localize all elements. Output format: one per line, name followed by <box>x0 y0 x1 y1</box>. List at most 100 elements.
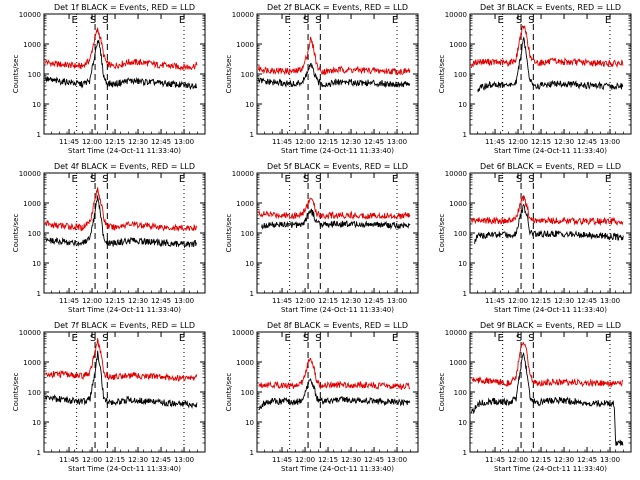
y-tick-label: 1 <box>463 290 467 298</box>
lld-series-line <box>45 338 198 382</box>
plot-frame <box>43 13 206 135</box>
y-tick-label: 1 <box>250 131 254 139</box>
x-tick-label: 12:00 <box>82 456 102 464</box>
time-marker-label: E <box>284 333 290 344</box>
time-marker-label: E <box>605 15 611 26</box>
chart-title: Det 3f BLACK = Events, RED = LLD <box>480 3 621 12</box>
y-tick-label: 1000 <box>23 200 41 208</box>
x-tick-label: 11:45 <box>485 456 505 464</box>
x-axis-label: Start Time (24-Oct-11 11:33:40) <box>494 147 607 155</box>
y-axis-label: Counts/sec <box>12 55 20 94</box>
events-series-line <box>45 350 198 410</box>
y-tick-label: 100 <box>454 389 467 397</box>
time-marker-label: E <box>71 333 77 344</box>
x-tick-label: 12:45 <box>364 138 384 146</box>
chart-title: Det 6f BLACK = Events, RED = LLD <box>480 162 621 171</box>
y-tick-label: 10 <box>458 260 467 268</box>
x-tick-label: 12:30 <box>554 138 574 146</box>
chart-panel: Det 4f BLACK = Events, RED = LLD 1 10 100 10… <box>12 162 206 314</box>
x-tick-label: 12:15 <box>105 456 125 464</box>
x-tick-label: 13:00 <box>387 297 407 305</box>
x-tick-label: 11:45 <box>272 138 292 146</box>
x-axis-label: Start Time (24-Oct-11 11:33:40) <box>281 306 394 314</box>
x-tick-label: 12:30 <box>341 138 361 146</box>
time-marker-label: S <box>516 333 522 344</box>
time-marker-label: S <box>528 15 534 26</box>
x-tick-label: 12:30 <box>554 456 574 464</box>
x-tick-label: 12:00 <box>508 138 528 146</box>
events-series-line <box>474 204 624 245</box>
y-tick-label: 10000 <box>232 329 254 337</box>
time-marker-label: E <box>179 174 185 185</box>
x-tick-label: 11:45 <box>59 297 79 305</box>
y-tick-label: 10000 <box>232 11 254 19</box>
time-marker-label: S <box>516 174 522 185</box>
x-tick-label: 12:00 <box>508 297 528 305</box>
time-marker-label: S <box>102 174 108 185</box>
y-tick-label: 100 <box>454 71 467 79</box>
events-series-line <box>261 208 411 230</box>
y-tick-label: 10 <box>32 101 41 109</box>
chart-panel: Det 9f BLACK = Events, RED = LLD 1 10 100 10… <box>438 321 632 473</box>
time-marker-label: E <box>179 333 185 344</box>
x-tick-label: 12:15 <box>105 138 125 146</box>
y-tick-label: 10 <box>32 260 41 268</box>
y-tick-label: 100 <box>28 230 41 238</box>
chart-title: Det 5f BLACK = Events, RED = LLD <box>267 162 408 171</box>
y-tick-label: 1000 <box>449 41 467 49</box>
x-axis-label: Start Time (24-Oct-11 11:33:40) <box>494 306 607 314</box>
y-tick-label: 10000 <box>232 170 254 178</box>
time-marker-label: S <box>102 333 108 344</box>
y-tick-label: 1 <box>250 290 254 298</box>
chart-title: Det 7f BLACK = Events, RED = LLD <box>54 321 195 330</box>
x-tick-label: 12:45 <box>364 456 384 464</box>
y-tick-label: 1 <box>37 449 41 457</box>
time-marker-label: S <box>303 174 309 185</box>
time-marker-label: E <box>497 174 503 185</box>
chart-title: Det 2f BLACK = Events, RED = LLD <box>267 3 408 12</box>
x-tick-label: 11:45 <box>272 456 292 464</box>
time-marker-label: E <box>605 333 611 344</box>
events-series-line <box>45 40 198 91</box>
y-axis-label: Counts/sec <box>438 373 446 412</box>
chart-title: Det 8f BLACK = Events, RED = LLD <box>267 321 408 330</box>
x-axis-label: Start Time (24-Oct-11 11:33:40) <box>281 465 394 473</box>
x-tick-label: 11:45 <box>485 297 505 305</box>
lld-series-line <box>258 36 411 76</box>
y-tick-label: 100 <box>241 230 254 238</box>
x-tick-label: 13:00 <box>600 456 620 464</box>
time-marker-label: E <box>497 333 503 344</box>
y-axis-label: Counts/sec <box>438 214 446 253</box>
time-marker-label: S <box>315 15 321 26</box>
time-marker-label: S <box>528 333 534 344</box>
x-axis-label: Start Time (24-Oct-11 11:33:40) <box>68 306 181 314</box>
plot-frame <box>43 331 206 453</box>
time-marker-label: S <box>90 174 96 185</box>
time-marker-label: E <box>284 174 290 185</box>
x-tick-label: 11:45 <box>59 138 79 146</box>
lld-series-line <box>471 194 624 226</box>
x-tick-label: 12:45 <box>151 138 171 146</box>
x-tick-label: 12:15 <box>318 138 338 146</box>
chart-panel: Det 2f BLACK = Events, RED = LLD 1 10 100 10… <box>225 3 419 155</box>
x-tick-label: 13:00 <box>387 456 407 464</box>
y-tick-label: 10 <box>245 419 254 427</box>
x-tick-label: 12:45 <box>151 456 171 464</box>
x-tick-label: 12:00 <box>82 138 102 146</box>
x-tick-label: 13:00 <box>600 297 620 305</box>
x-tick-label: 13:00 <box>174 138 194 146</box>
y-tick-label: 1 <box>463 449 467 457</box>
time-marker-label: E <box>179 15 185 26</box>
y-tick-label: 10000 <box>445 170 467 178</box>
x-tick-label: 12:45 <box>151 297 171 305</box>
x-tick-label: 13:00 <box>387 138 407 146</box>
lld-series-line <box>258 358 411 390</box>
time-marker-label: S <box>516 15 522 26</box>
time-marker-label: S <box>315 333 321 344</box>
time-marker-label: S <box>102 15 108 26</box>
chart-panel: Det 5f BLACK = Events, RED = LLD 1 10 100 10… <box>225 162 419 314</box>
x-tick-label: 12:15 <box>318 456 338 464</box>
x-tick-label: 12:30 <box>554 297 574 305</box>
events-series-line <box>45 195 198 249</box>
y-tick-label: 1000 <box>23 359 41 367</box>
